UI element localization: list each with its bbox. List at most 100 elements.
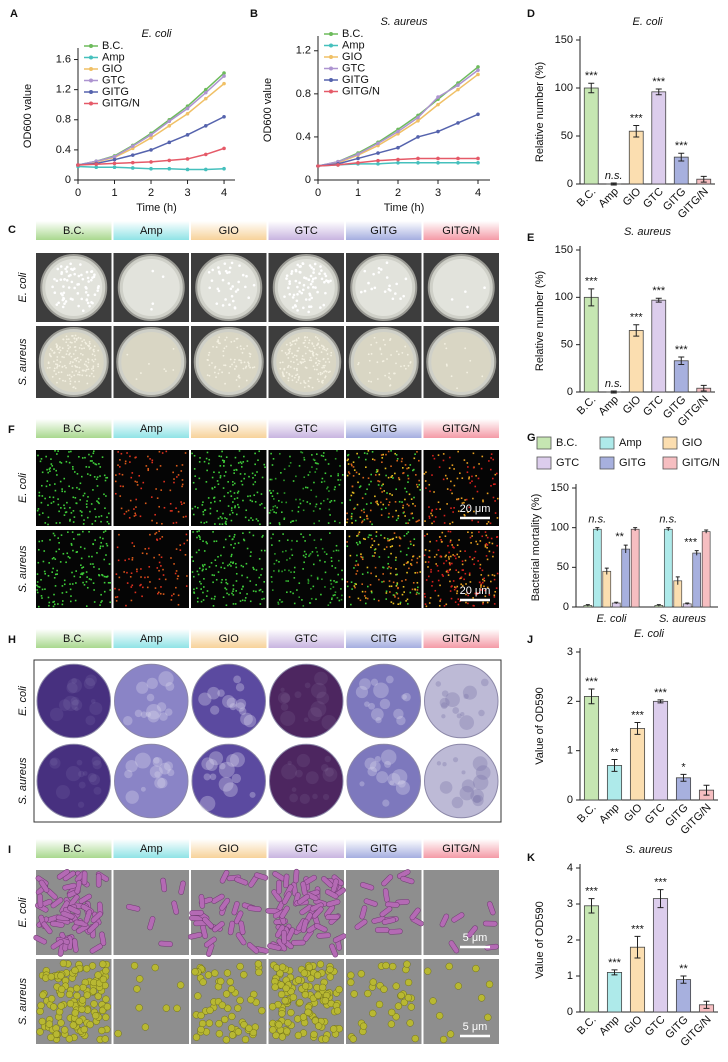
fluor-dot xyxy=(37,573,39,575)
colony xyxy=(324,365,326,367)
fluor-dot xyxy=(49,484,51,486)
colony xyxy=(309,359,311,361)
fluor-dot xyxy=(142,482,144,484)
colony xyxy=(410,361,412,363)
colony xyxy=(303,382,305,384)
fluor-dot xyxy=(347,545,349,547)
bacterium xyxy=(189,910,203,915)
bacterium xyxy=(228,1025,235,1032)
colony xyxy=(322,348,324,350)
fluor-dot xyxy=(101,600,103,602)
fluor-dot xyxy=(359,542,361,544)
fluor-dot xyxy=(357,482,359,484)
fluor-dot xyxy=(56,522,58,524)
fluor-dot xyxy=(231,520,233,522)
fluor-dot xyxy=(62,604,64,606)
fluor-dot xyxy=(408,568,410,570)
fluor-dot xyxy=(242,461,244,463)
y-tick-label: 0 xyxy=(567,178,573,190)
fluor-dot xyxy=(154,533,156,535)
bacterium xyxy=(163,1005,170,1012)
fluor-dot xyxy=(114,588,116,590)
fluor-dot xyxy=(387,568,389,570)
fluor-dot xyxy=(451,598,453,600)
fluor-dot xyxy=(370,534,372,536)
fluor-dot xyxy=(58,542,60,544)
fluor-dot xyxy=(381,457,383,459)
fluor-dot xyxy=(386,492,388,494)
fluor-dot xyxy=(173,563,175,565)
fluor-dot xyxy=(53,497,55,499)
colony xyxy=(209,364,211,366)
fluor-dot xyxy=(300,503,302,505)
fluor-dot xyxy=(44,498,46,500)
bacterium xyxy=(198,1012,205,1019)
fluor-dot xyxy=(223,461,225,463)
fluor-dot xyxy=(271,581,273,583)
stain-patch xyxy=(281,763,297,779)
colony xyxy=(218,272,221,275)
fluor-dot xyxy=(259,558,261,560)
colony xyxy=(315,353,317,355)
fluor-dot xyxy=(336,545,338,547)
bacterium xyxy=(484,1014,491,1021)
fluor-dot xyxy=(86,571,88,573)
fluor-dot xyxy=(417,587,419,589)
colony xyxy=(466,372,468,374)
fluor-dot xyxy=(271,544,273,546)
fluor-dot xyxy=(381,454,383,456)
colony xyxy=(163,368,165,370)
colony xyxy=(72,386,74,388)
colony xyxy=(360,291,363,294)
fluor-dot xyxy=(319,560,321,562)
fluor-dot xyxy=(86,581,88,583)
bacterium xyxy=(37,894,43,908)
colony xyxy=(324,272,327,275)
colony xyxy=(456,387,458,389)
colony xyxy=(294,377,296,379)
colony xyxy=(56,279,59,282)
fluor-dot xyxy=(192,531,194,533)
fluor-dot xyxy=(196,537,198,539)
fluor-dot xyxy=(320,594,322,596)
fluor-dot xyxy=(88,466,90,468)
colony xyxy=(372,273,375,276)
y-tick-label: 150 xyxy=(555,34,573,46)
bacterium xyxy=(290,994,297,1001)
fluor-dot xyxy=(453,580,455,582)
colony xyxy=(214,372,216,374)
colony xyxy=(309,339,311,341)
colony xyxy=(290,361,292,363)
colony xyxy=(68,338,70,340)
fluor-dot xyxy=(263,464,265,466)
fluor-dot xyxy=(54,558,56,560)
fluor-dot xyxy=(327,486,329,488)
data-point xyxy=(186,133,190,137)
x-tick-label: GIO xyxy=(621,185,644,208)
colony xyxy=(308,342,310,344)
colony xyxy=(298,337,300,339)
bacterium xyxy=(37,1008,44,1015)
stain-patch xyxy=(207,687,220,700)
bacterium xyxy=(314,972,321,979)
fluor-dot xyxy=(351,588,353,590)
fluor-dot xyxy=(367,567,369,569)
fluor-dot xyxy=(170,503,172,505)
fluor-dot xyxy=(223,596,225,598)
colony xyxy=(230,287,233,290)
data-point xyxy=(94,162,98,166)
colony xyxy=(378,271,381,274)
fluor-dot xyxy=(154,514,156,516)
fluor-dot xyxy=(225,582,227,584)
fluor-dot xyxy=(60,481,62,483)
bar xyxy=(584,297,598,392)
colony xyxy=(233,361,235,363)
y-axis-label: Relative number (%) xyxy=(534,62,546,162)
legend-swatch xyxy=(663,457,677,469)
colony xyxy=(469,360,471,362)
y-tick-label: 1.2 xyxy=(296,45,311,57)
photo-bg xyxy=(346,450,422,526)
fluor-dot xyxy=(255,591,257,593)
fluor-dot xyxy=(340,479,342,481)
bacterium xyxy=(300,1014,307,1021)
